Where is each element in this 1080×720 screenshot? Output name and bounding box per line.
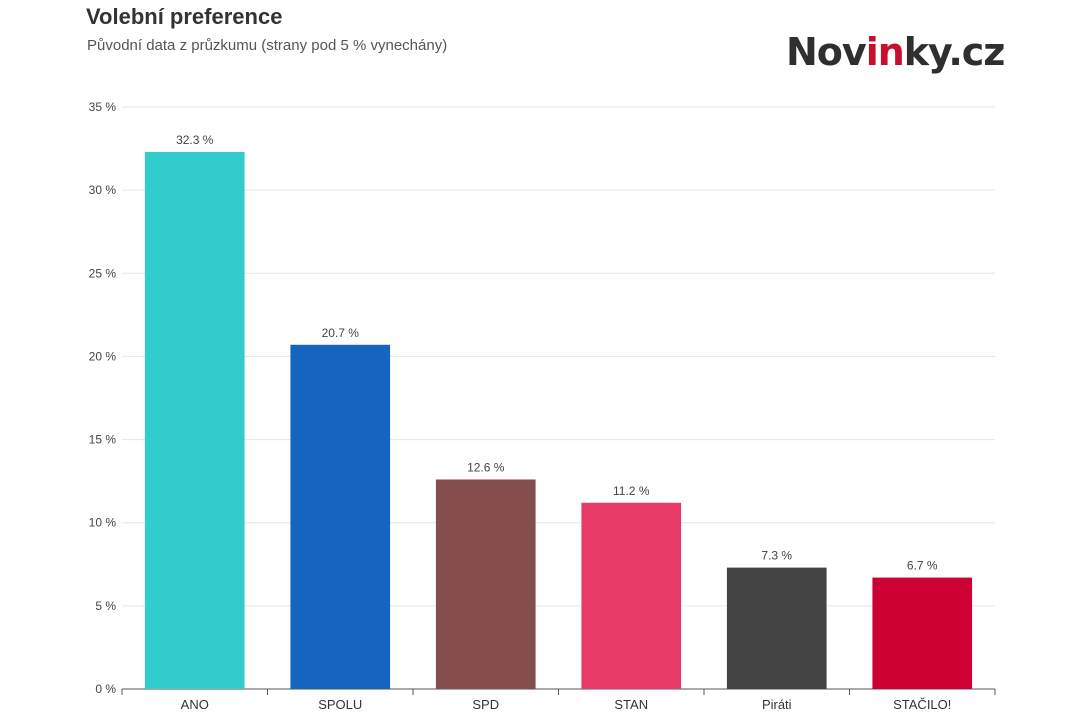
y-tick-label: 25 %: [89, 266, 117, 280]
chart-title: Volební preference: [86, 4, 283, 29]
data-label: 12.6 %: [467, 460, 505, 474]
x-category-label: SPOLU: [318, 697, 362, 712]
y-tick-label: 5 %: [95, 599, 116, 613]
logo-text-end: ky.cz: [903, 30, 1006, 74]
data-label: 6.7 %: [907, 559, 938, 573]
bar: [872, 577, 973, 689]
y-tick-label: 20 %: [89, 349, 117, 363]
chart-subtitle: Původní data z průzkumu (strany pod 5 % …: [87, 37, 448, 54]
y-tick-label: 15 %: [89, 433, 117, 447]
x-category-label: SPD: [472, 697, 499, 712]
bar: [581, 502, 682, 689]
data-label: 7.3 %: [761, 549, 792, 563]
bar: [726, 567, 827, 689]
y-tick-label: 0 %: [95, 682, 116, 696]
x-category-label: STAČILO!: [893, 697, 951, 712]
bar: [144, 151, 245, 689]
y-tick-label: 35 %: [89, 100, 117, 114]
x-category-label: STAN: [614, 697, 648, 712]
logo-text-start: Nov: [786, 30, 867, 74]
bar: [435, 479, 536, 689]
data-label: 11.2 %: [613, 484, 650, 498]
data-label: 32.3 %: [176, 133, 214, 147]
data-label: 20.7 %: [322, 326, 360, 340]
y-tick-label: 30 %: [89, 183, 117, 197]
logo-text-accent: in: [865, 30, 905, 74]
bar: [290, 344, 391, 689]
x-category-label: Piráti: [762, 697, 792, 712]
x-category-label: ANO: [181, 697, 209, 712]
novinky-logo: Novinky.cz: [786, 30, 1006, 74]
y-tick-label: 10 %: [89, 516, 117, 530]
